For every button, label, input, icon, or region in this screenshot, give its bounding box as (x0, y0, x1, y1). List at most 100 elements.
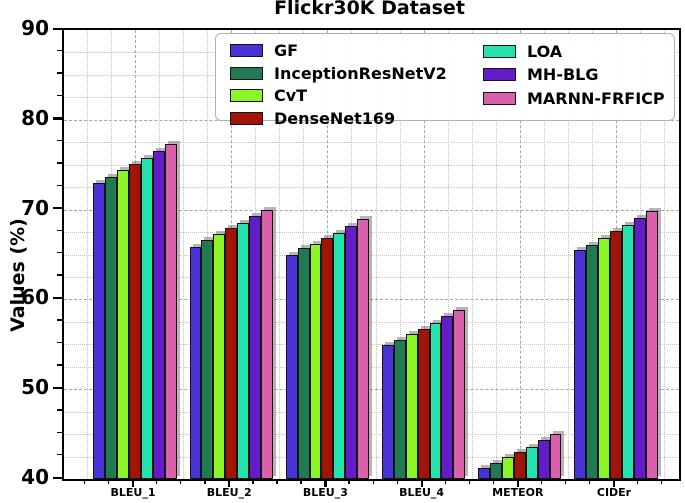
x-tick-minor (540, 479, 543, 484)
y-tick-minor (57, 274, 62, 276)
bar-DenseNet169-CIDEr (610, 231, 622, 479)
bar-layer (64, 30, 679, 479)
x-tick-label-CIDEr: CIDEr (596, 486, 632, 499)
bar-InceptionResNetV2-CIDEr (586, 244, 599, 479)
x-tick-major (420, 479, 423, 487)
x-tick-label-METEOR: METEOR (492, 486, 544, 499)
y-tick-minor (57, 184, 62, 187)
y-tick-minor (57, 409, 62, 411)
y-tick-minor (57, 229, 62, 231)
x-tick-minor (348, 479, 350, 484)
y-tick-minor (57, 454, 62, 456)
y-tick-label: 40 (21, 465, 49, 489)
bar-MH-BLG-METEOR (537, 440, 550, 479)
bar-GF-BLEU_2 (189, 247, 202, 479)
legend-swatch-icon (483, 91, 516, 105)
bar-LOA-BLEU_3 (333, 232, 346, 479)
x-tick-minor (372, 479, 374, 484)
legend-item-GF: GF (230, 41, 483, 60)
y-tick-label: 80 (21, 105, 49, 130)
x-tick-minor (204, 479, 206, 484)
x-tick-minor (156, 479, 158, 484)
x-tick-major (613, 479, 616, 487)
x-tick-minor (564, 479, 567, 484)
plot-area: GF InceptionResNetV2 CvT DenseNet169 LOA MH-B… (62, 28, 681, 481)
y-tick-major (53, 207, 62, 210)
x-tick-minor (492, 479, 495, 484)
bar-DenseNet169-BLEU_3 (321, 238, 334, 479)
x-tick-minor (637, 479, 639, 484)
bar-LOA-BLEU_2 (237, 223, 250, 479)
y-tick-minor (57, 431, 62, 433)
y-tick-label: 50 (21, 375, 49, 400)
chart-title: Flickr30K Dataset (274, 0, 465, 19)
bar-InceptionResNetV2-BLEU_1 (105, 177, 118, 479)
bar-CvT-BLEU_3 (309, 243, 322, 479)
bar-DenseNet169-BLEU_4 (417, 329, 430, 479)
y-tick-minor (57, 364, 62, 366)
y-tick-minor (57, 252, 62, 254)
legend-column: GF InceptionResNetV2 CvT DenseNet169 (230, 41, 483, 128)
legend-label: CvT (274, 86, 308, 105)
legend-column: LOA MH-BLG MARNN-FRFICP (483, 41, 665, 120)
bar-GF-CIDEr (574, 250, 587, 479)
bar-MH-BLG-BLEU_1 (152, 151, 165, 479)
y-tick-label: 90 (21, 16, 49, 40)
bar-CvT-BLEU_4 (405, 334, 418, 479)
legend-swatch-icon (230, 44, 263, 57)
x-tick-minor (468, 479, 471, 484)
x-tick-minor (252, 479, 254, 484)
bar-InceptionResNetV2-METEOR (490, 462, 502, 479)
x-tick-minor (300, 479, 302, 484)
bar-LOA-METEOR (525, 446, 538, 479)
x-tick-major (228, 479, 231, 487)
x-tick-label-BLEU_2: BLEU_2 (206, 486, 252, 499)
y-tick-label: 60 (21, 285, 49, 310)
x-tick-minor (83, 479, 86, 484)
legend-swatch-icon (483, 68, 516, 81)
bar-MARNN-FRFICP-BLEU_3 (357, 218, 370, 479)
legend-item-MH-BLG: MH-BLG (483, 65, 665, 85)
x-tick-label-BLEU_4: BLEU_4 (399, 486, 445, 499)
bar-MARNN-FRFICP-CIDEr (645, 211, 658, 479)
bar-CvT-BLEU_2 (213, 233, 226, 479)
x-tick-minor (276, 479, 278, 484)
bar-GF-BLEU_1 (93, 182, 106, 479)
y-tick-major (53, 386, 62, 390)
y-tick-major (53, 476, 62, 479)
x-tick-minor (588, 479, 591, 484)
bar-MH-BLG-BLEU_2 (249, 215, 261, 479)
legend-item-LOA: LOA (483, 41, 665, 61)
bar-MARNN-FRFICP-METEOR (549, 434, 562, 479)
legend-item-DenseNet169: DenseNet169 (230, 109, 483, 128)
x-tick-label-BLEU_1: BLEU_1 (110, 486, 156, 499)
x-tick-major (516, 479, 519, 487)
y-tick-minor (57, 94, 62, 97)
x-tick-minor (107, 479, 110, 484)
bar-LOA-CIDEr (621, 224, 634, 479)
x-tick-major (132, 479, 135, 487)
legend-label: DenseNet169 (274, 108, 396, 128)
bar-MH-BLG-BLEU_3 (345, 225, 358, 479)
x-tick-minor (180, 479, 182, 484)
bar-CvT-BLEU_1 (117, 170, 130, 479)
legend-item-CvT: CvT (230, 86, 483, 105)
legend-item-InceptionResNetV2: InceptionResNetV2 (230, 64, 483, 83)
x-tick-major (324, 479, 327, 487)
bar-InceptionResNetV2-BLEU_2 (201, 240, 214, 479)
bar-CvT-METEOR (501, 456, 514, 479)
legend-item-MARNN-FRFICP: MARNN-FRFICP (483, 88, 665, 108)
legend-label: MH-BLG (527, 65, 599, 84)
bar-InceptionResNetV2-BLEU_4 (393, 339, 406, 479)
legend: GF InceptionResNetV2 CvT DenseNet169 LOA MH-B… (215, 33, 675, 128)
y-tick-minor (57, 341, 62, 344)
bar-DenseNet169-METEOR (513, 452, 526, 479)
y-tick-minor (57, 319, 62, 321)
legend-label: LOA (527, 41, 563, 61)
bar-LOA-BLEU_1 (140, 157, 153, 479)
bar-GF-METEOR (478, 468, 491, 479)
y-tick-minor (57, 139, 62, 142)
y-tick-minor (57, 162, 62, 164)
x-tick-minor (661, 479, 663, 484)
